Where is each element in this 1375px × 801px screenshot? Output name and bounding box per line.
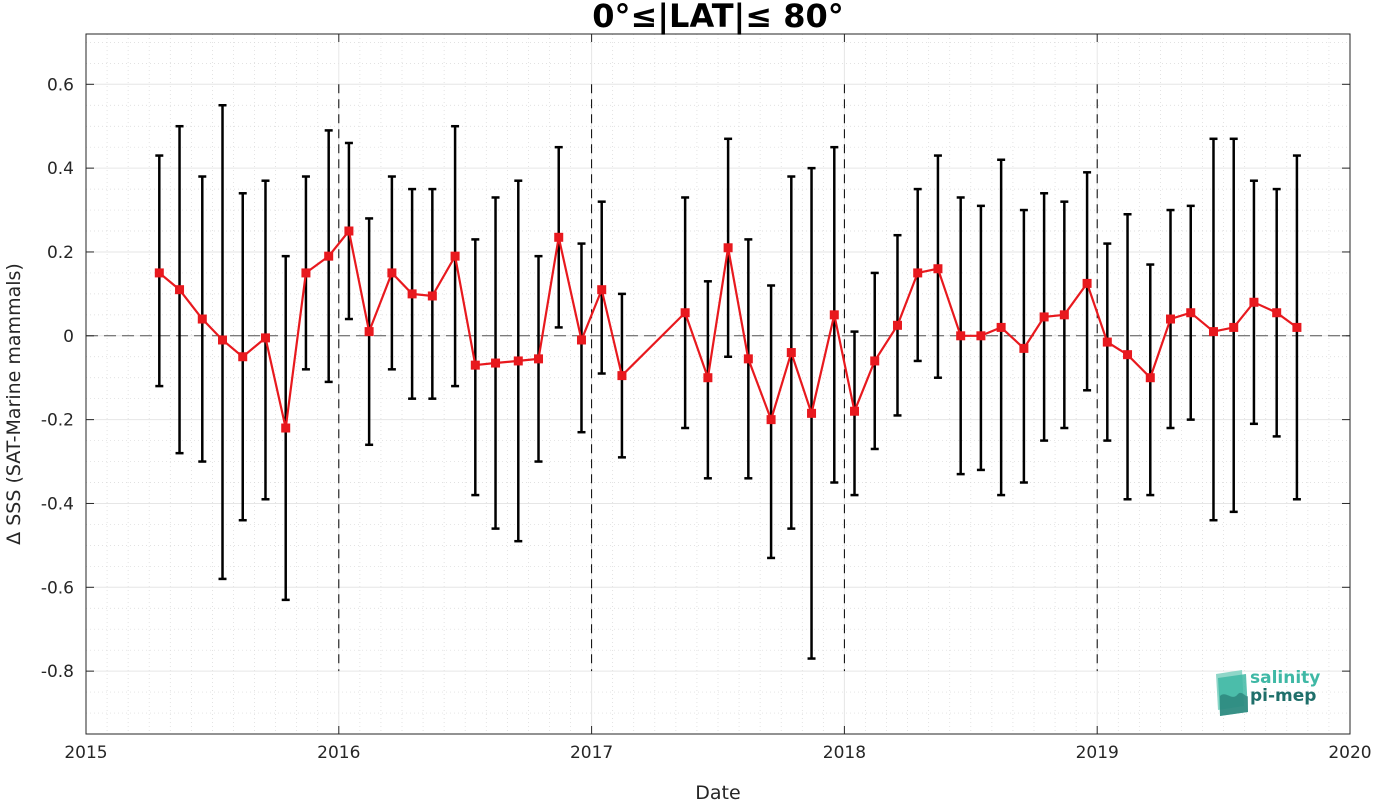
x-tick-label: 2019 <box>1076 743 1119 763</box>
data-point <box>301 268 311 278</box>
x-tick-label: 2016 <box>317 743 360 763</box>
y-tick-label: 0.4 <box>47 159 74 179</box>
y-tick-label: 0.2 <box>47 243 74 263</box>
data-point <box>723 243 733 253</box>
data-point <box>491 358 501 368</box>
grid <box>85 34 1351 735</box>
plot-frame <box>85 33 1351 735</box>
data-point <box>576 335 586 345</box>
data-point <box>1186 308 1196 318</box>
data-point <box>743 354 753 364</box>
data-point <box>703 373 713 383</box>
data-point <box>1229 322 1239 332</box>
y-axis-label: Δ SSS (SAT-Marine mammals) <box>3 263 25 545</box>
x-tick-label: 2018 <box>823 743 866 763</box>
data-point <box>933 264 943 274</box>
series-0 <box>154 104 1302 660</box>
x-tick-label: 2015 <box>64 743 107 763</box>
data-point <box>281 423 291 433</box>
logo-text-pi-mep: pi-mep <box>1250 686 1317 706</box>
data-point <box>324 251 334 261</box>
data-point <box>1039 312 1049 322</box>
x-axis-label: Date <box>695 782 740 801</box>
y-tick-label: 0 <box>63 327 74 347</box>
y-tick-label: -0.6 <box>41 578 74 598</box>
data-point <box>1249 297 1259 307</box>
data-point <box>344 226 354 236</box>
salinity-pi-mep-logo: salinity pi-mep <box>1212 666 1342 718</box>
data-point <box>238 352 248 362</box>
data-point <box>956 331 966 341</box>
data-point <box>680 308 690 318</box>
data-point <box>513 356 523 366</box>
y-tick-label: -0.4 <box>41 494 74 514</box>
y-tick-label: -0.8 <box>41 662 74 682</box>
data-point <box>1292 322 1302 332</box>
data-point <box>407 289 417 299</box>
data-point <box>1166 314 1176 324</box>
data-point <box>786 348 796 358</box>
data-point <box>1102 337 1112 347</box>
data-point <box>1059 310 1069 320</box>
data-point <box>197 314 207 324</box>
data-point <box>154 268 164 278</box>
data-point <box>829 310 839 320</box>
x-tick-label: 2020 <box>1328 743 1371 763</box>
data-point <box>534 354 544 364</box>
data-point <box>554 232 564 242</box>
chart-title: 0°≤|LAT|≤ 80° <box>592 0 843 36</box>
data-point <box>850 406 860 416</box>
data-point <box>175 285 185 295</box>
data-point <box>427 291 437 301</box>
data-point <box>766 415 776 425</box>
data-point <box>913 268 923 278</box>
data-point <box>1019 343 1029 353</box>
y-tick-label: 0.6 <box>47 75 74 95</box>
data-point <box>1082 278 1092 288</box>
data-point <box>996 322 1006 332</box>
data-point <box>364 327 374 337</box>
data-point <box>218 335 228 345</box>
data-point <box>807 408 817 418</box>
data-point <box>870 356 880 366</box>
logo-text-salinity: salinity <box>1250 668 1321 688</box>
data-point <box>450 251 460 261</box>
data-point <box>617 371 627 381</box>
data-point <box>1208 327 1218 337</box>
y-tick-label: -0.2 <box>41 411 74 431</box>
data-point <box>892 320 902 330</box>
x-tick-label: 2017 <box>570 743 613 763</box>
data-point <box>976 331 986 341</box>
data-point <box>260 333 270 343</box>
data-point <box>1123 350 1133 360</box>
data-point <box>1145 373 1155 383</box>
data-point <box>597 285 607 295</box>
logo-wave-icon <box>1216 670 1248 716</box>
data-point <box>470 360 480 370</box>
data-point <box>1272 308 1282 318</box>
data-point <box>387 268 397 278</box>
